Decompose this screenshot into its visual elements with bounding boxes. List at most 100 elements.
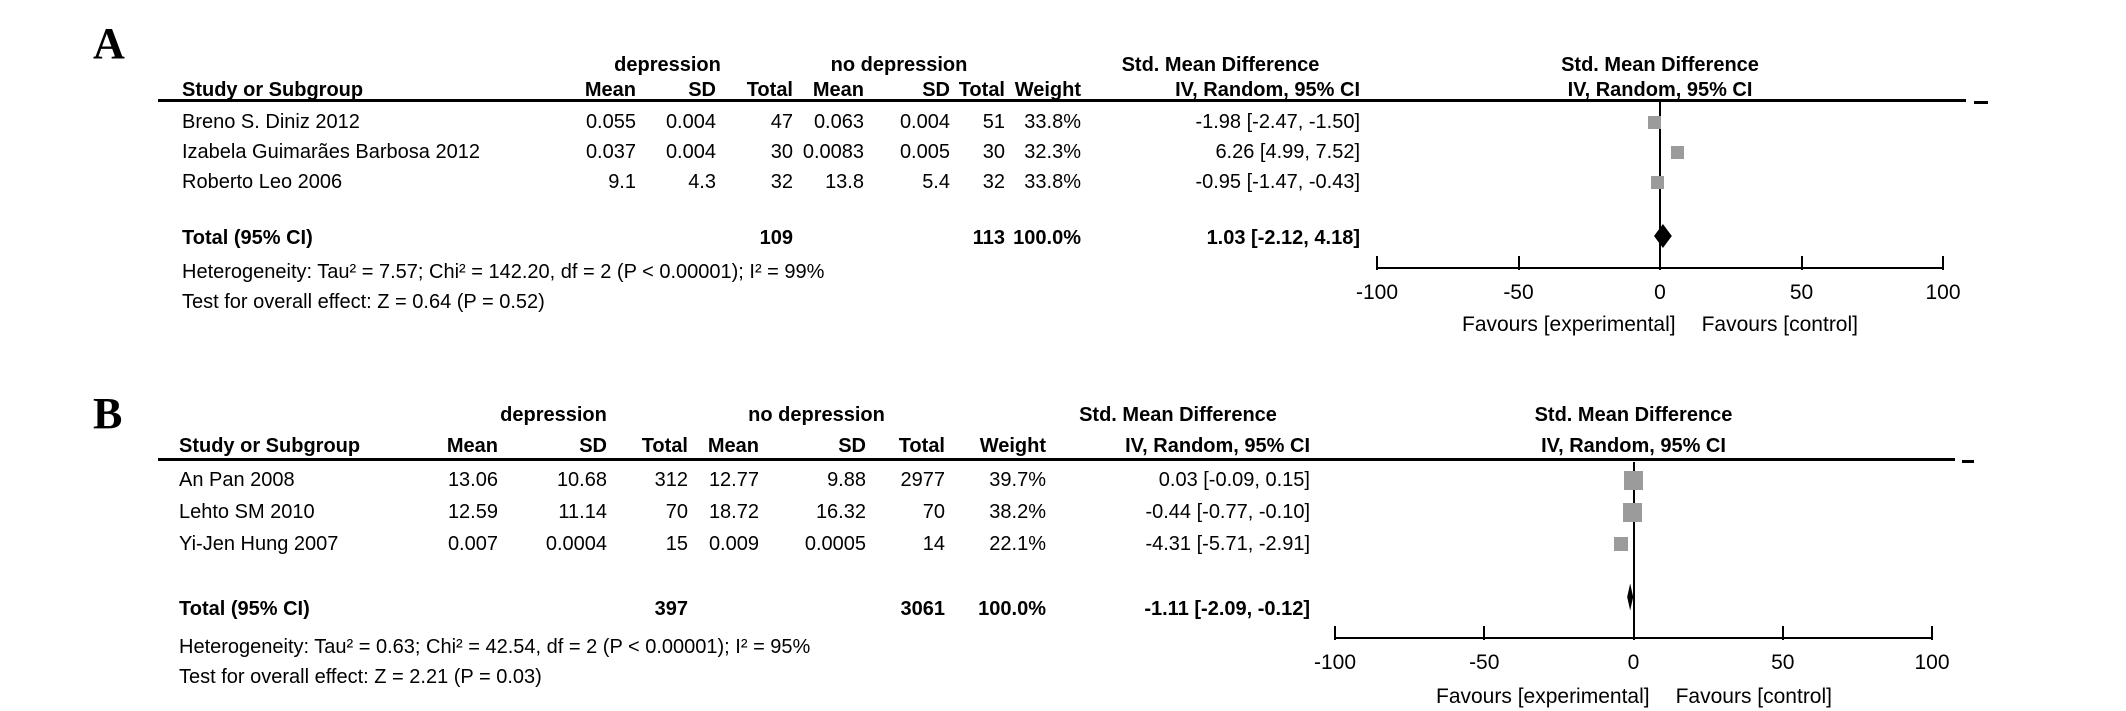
plot-effect-header: Std. Mean Difference (1561, 54, 1759, 76)
study-name-cell: Yi-Jen Hung 2007 (179, 533, 339, 555)
sd-cell: 0.005 (899, 141, 950, 163)
total-row: Total (95% CI) 109 113 100.0% 1.03 [-2.1… (182, 225, 1360, 251)
study-column-header: Study or Subgroup (179, 435, 361, 457)
sd-cell: 5.4 (922, 171, 950, 193)
mean-cell: 12.59 (447, 501, 498, 523)
spacer (945, 402, 1046, 428)
table-row: Roberto Leo 2006 9.1 4.3 32 13.8 5.4 32 33.8% -0… (182, 169, 1360, 195)
axis-tick-label: -100 (1313, 651, 1357, 674)
sd-cell: 16.32 (815, 501, 866, 523)
total-label: Total (95% CI) (182, 227, 313, 249)
table-row: An Pan 2008 13.06 10.68 312 12.77 9.88 2977 39.… (179, 467, 1310, 493)
sd-cell: 0.0004 (545, 533, 607, 555)
table-row: Yi-Jen Hung 2007 0.007 0.0004 15 0.009 0.0005… (179, 531, 1310, 557)
spacer (864, 225, 950, 251)
spacer (793, 225, 864, 251)
axis-tick-label: -50 (1503, 281, 1534, 304)
heterogeneity-line: Heterogeneity: Tau² = 0.63; Chi² = 42.54… (179, 636, 811, 658)
total-n-no-depression: 3061 (900, 598, 946, 620)
effect-square (1671, 145, 1685, 159)
column-header-row: Study or Subgroup Mean SD Total Mean SD … (182, 77, 1360, 103)
axis-tick-label: -100 (1355, 281, 1399, 304)
sd-cell: 10.68 (556, 469, 607, 491)
mean-cell: 12.77 (708, 469, 759, 491)
mean-column-header: Mean (584, 79, 636, 101)
mean-cell: 0.007 (447, 533, 498, 555)
axis-tick (1781, 626, 1784, 640)
mean-cell: 0.055 (585, 111, 636, 133)
spacer (688, 596, 759, 622)
total-row: Total (95% CI) 397 3061 100.0% -1.11 [-2… (179, 596, 1310, 622)
table-row: Breno S. Diniz 2012 0.055 0.004 47 0.063 0.00… (182, 109, 1360, 135)
overall-effect-line: Test for overall effect: Z = 0.64 (P = 0… (182, 291, 545, 313)
ci-cell: -0.95 [-1.47, -0.43] (1195, 171, 1360, 193)
axis-tick (1659, 256, 1661, 270)
effect-square (1622, 502, 1642, 522)
overall-effect-line: Test for overall effect: Z = 2.21 (P = 0… (179, 666, 542, 688)
zero-line (1633, 462, 1635, 638)
summary-diamond (1627, 583, 1634, 611)
table-row: Lehto SM 2010 12.59 11.14 70 18.72 16.32 70 38.… (179, 499, 1310, 525)
axis-tick (1376, 256, 1378, 270)
sd-cell: 0.004 (665, 111, 716, 133)
total-cell: 47 (770, 111, 793, 133)
spacer (542, 225, 636, 251)
axis-tick (1632, 626, 1635, 640)
weight-cell: 39.7% (989, 469, 1046, 491)
total-ci: -1.11 [-2.09, -0.12] (1144, 598, 1310, 620)
total-cell: 30 (982, 141, 1005, 163)
ci-cell: 6.26 [4.99, 7.52] (1215, 141, 1360, 163)
heterogeneity-line: Heterogeneity: Tau² = 7.57; Chi² = 142.2… (182, 261, 825, 283)
total-n-depression: 109 (759, 227, 793, 249)
total-weight: 100.0% (1013, 227, 1081, 249)
axis-tick (1800, 256, 1803, 270)
ci-method-header: IV, Random, 95% CI (1175, 79, 1360, 101)
axis-tick-label: 0 (1654, 281, 1666, 304)
mean-column-header: Mean (446, 435, 498, 457)
study-name-cell: Lehto SM 2010 (179, 501, 315, 523)
header-rule-end-dash (1974, 101, 1988, 104)
weight-cell: 33.8% (1024, 171, 1081, 193)
plot-method-header: IV, Random, 95% CI (1541, 435, 1726, 457)
axis-tick-label: 50 (1789, 281, 1814, 304)
total-column-header: Total (958, 79, 1005, 101)
table-row: Izabela Guimarães Barbosa 2012 0.037 0.004… (182, 139, 1360, 165)
header-rule (158, 99, 1966, 102)
summary-diamond (1654, 224, 1672, 248)
mean-cell: 0.037 (585, 141, 636, 163)
total-cell: 14 (922, 533, 945, 555)
total-column-header: Total (746, 79, 793, 101)
header-rule (158, 458, 1955, 461)
group2-header: no depression (748, 404, 885, 426)
axis-tick (1942, 256, 1944, 270)
study-column-header: Study or Subgroup (182, 79, 364, 101)
sd-column-header: SD (688, 79, 716, 101)
mean-cell: 0.0083 (802, 141, 864, 163)
effect-square (1647, 115, 1661, 129)
column-header-row: Study or Subgroup Mean SD Total Mean SD … (179, 433, 1310, 459)
weight-column-header: Weight (1014, 79, 1081, 101)
axis-tick-label: 100 (1914, 651, 1950, 674)
axis-tick (1483, 626, 1486, 640)
favours-labels: Favours [experimental] Favours [control] (1310, 312, 2010, 338)
study-name-cell: Breno S. Diniz 2012 (182, 111, 360, 133)
axis-tick-label: 100 (1925, 281, 1961, 304)
study-name-cell: Roberto Leo 2006 (182, 171, 343, 193)
group-header-row: depression no depression Std. Mean Diffe… (179, 402, 1310, 428)
ci-method-header: IV, Random, 95% CI (1125, 435, 1310, 457)
group2-header: no depression (830, 54, 968, 76)
spacer (498, 596, 607, 622)
sd-cell: 0.004 (899, 111, 950, 133)
effect-square (1613, 537, 1628, 551)
sd-cell: 0.004 (665, 141, 716, 163)
axis-tick (1517, 256, 1520, 270)
spacer (636, 225, 716, 251)
total-cell: 30 (770, 141, 793, 163)
total-cell: 32 (770, 171, 793, 193)
axis-tick-label: 0 (1627, 651, 1640, 674)
mean-cell: 0.009 (708, 533, 759, 555)
total-column-header: Total (898, 435, 945, 457)
total-cell: 70 (665, 501, 688, 523)
favours-labels: Favours [experimental] Favours [control] (1284, 684, 1984, 710)
total-cell: 312 (654, 469, 688, 491)
